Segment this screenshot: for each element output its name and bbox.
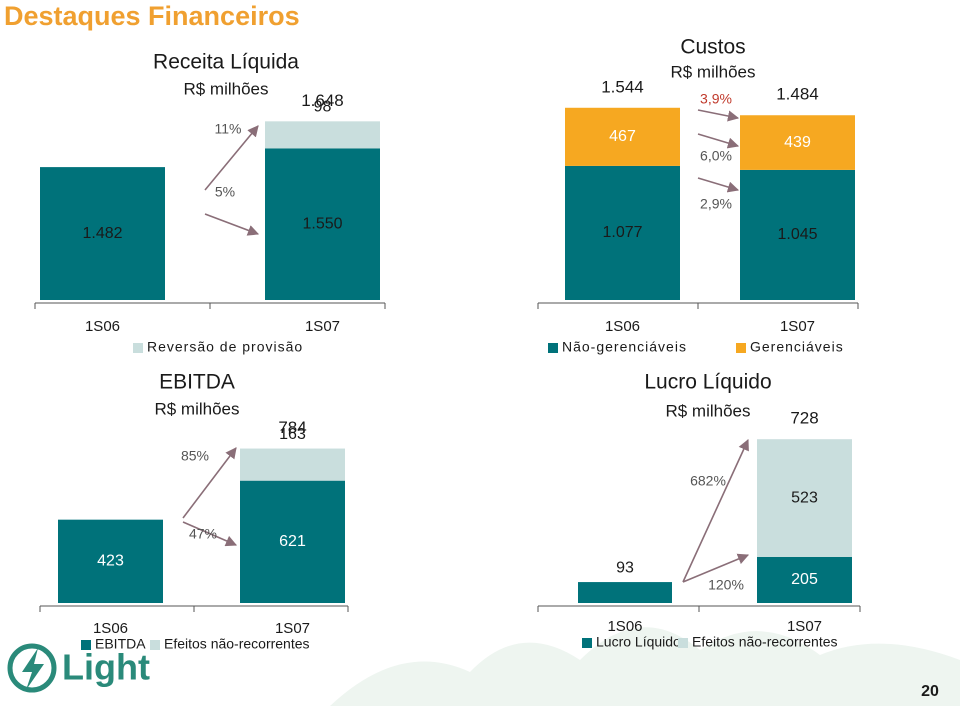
bar-segment — [240, 448, 345, 481]
growth-label: 47% — [189, 526, 217, 542]
value-label: 1.550 — [302, 215, 342, 232]
growth-arrow — [182, 447, 237, 519]
legend-swatch — [133, 343, 143, 353]
x-tick-label: 1S07 — [780, 318, 815, 335]
value-label: 1.482 — [82, 225, 122, 242]
legend-swatch — [678, 638, 688, 648]
legend-label: Lucro Líquido — [596, 634, 681, 650]
legend-label: Gerenciáveis — [750, 339, 844, 355]
legend-label: Reversão de provisão — [147, 339, 303, 355]
x-tick-label: 1S06 — [607, 618, 642, 635]
chart-subtitle: R$ milhões — [154, 399, 239, 418]
legend-label: Efeitos não-recorrentes — [164, 636, 310, 652]
total-label: 1.648 — [301, 91, 344, 110]
slide-title: Destaques Financeiros — [4, 1, 300, 31]
growth-label: 2,9% — [700, 196, 732, 212]
x-tick-label: 1S06 — [85, 318, 120, 335]
logo: Light — [7, 643, 150, 693]
chart-title: Lucro Líquido — [644, 371, 771, 394]
x-tick-label: 1S07 — [275, 620, 310, 637]
bar-segment — [578, 582, 672, 603]
value-label: 621 — [279, 533, 306, 550]
x-tick-label: 1S07 — [787, 618, 822, 635]
growth-label: 3,9% — [700, 91, 732, 107]
growth-arrow — [182, 521, 238, 547]
growth-arrow — [697, 109, 740, 122]
legend-label: Não-gerenciáveis — [562, 339, 687, 355]
page-number: 20 — [921, 683, 939, 700]
bar-segment — [740, 115, 855, 170]
x-tick-label: 1S06 — [605, 318, 640, 335]
bar-segment — [757, 439, 852, 557]
legend-swatch — [548, 343, 558, 353]
chart-title: Custos — [680, 36, 745, 59]
legend-swatch — [81, 640, 91, 650]
legend-swatch — [150, 640, 160, 650]
growth-label: 682% — [690, 473, 726, 489]
growth-label: 5% — [215, 184, 235, 200]
logo-text: Light — [62, 647, 150, 688]
value-label: 523 — [791, 489, 818, 506]
growth-label: 6,0% — [700, 148, 732, 164]
bar-segment — [58, 519, 163, 603]
chart-subtitle: R$ milhões — [665, 401, 750, 420]
chart-subtitle: R$ milhões — [183, 79, 268, 98]
x-tick-label: 1S07 — [305, 318, 340, 335]
bar-segment — [740, 169, 855, 300]
bar-segment — [265, 148, 380, 300]
value-label: 93 — [616, 559, 634, 576]
growth-label: 11% — [215, 121, 242, 137]
background-hills — [330, 627, 960, 706]
growth-arrow — [697, 177, 740, 193]
growth-arrow — [682, 553, 750, 583]
bar-segment — [265, 121, 380, 149]
bar-segment — [240, 480, 345, 603]
value-label: 98 — [314, 99, 332, 116]
value-label: 1.045 — [777, 226, 817, 243]
chart-title: EBITDA — [159, 371, 235, 394]
growth-arrow — [697, 133, 740, 149]
legend-swatch — [736, 343, 746, 353]
bar-segment — [40, 167, 165, 300]
total-label: 1.484 — [776, 85, 819, 104]
legend-label: EBITDA — [95, 636, 146, 652]
value-label: 205 — [791, 571, 818, 588]
growth-arrow — [204, 213, 260, 236]
value-label: 1.077 — [602, 224, 642, 241]
bar-segment — [757, 556, 852, 603]
bar-segment — [565, 107, 680, 166]
growth-label: 85% — [181, 448, 209, 464]
total-label: 728 — [790, 409, 818, 428]
growth-arrow — [204, 125, 259, 191]
total-label: 784 — [278, 418, 306, 437]
value-label: 423 — [97, 553, 124, 570]
x-tick-label: 1S06 — [93, 620, 128, 637]
chart-subtitle: R$ milhões — [670, 62, 755, 81]
value-label: 163 — [279, 426, 306, 443]
chart-title: Receita Líquida — [153, 51, 299, 74]
growth-arrow — [682, 438, 749, 583]
total-label: 1.544 — [601, 77, 644, 96]
legend-swatch — [582, 638, 592, 648]
growth-label: 120% — [708, 577, 744, 593]
value-label: 467 — [609, 128, 636, 145]
value-label: 439 — [784, 134, 811, 151]
bar-segment — [565, 165, 680, 300]
legend-label: Efeitos não-recorrentes — [692, 634, 838, 650]
